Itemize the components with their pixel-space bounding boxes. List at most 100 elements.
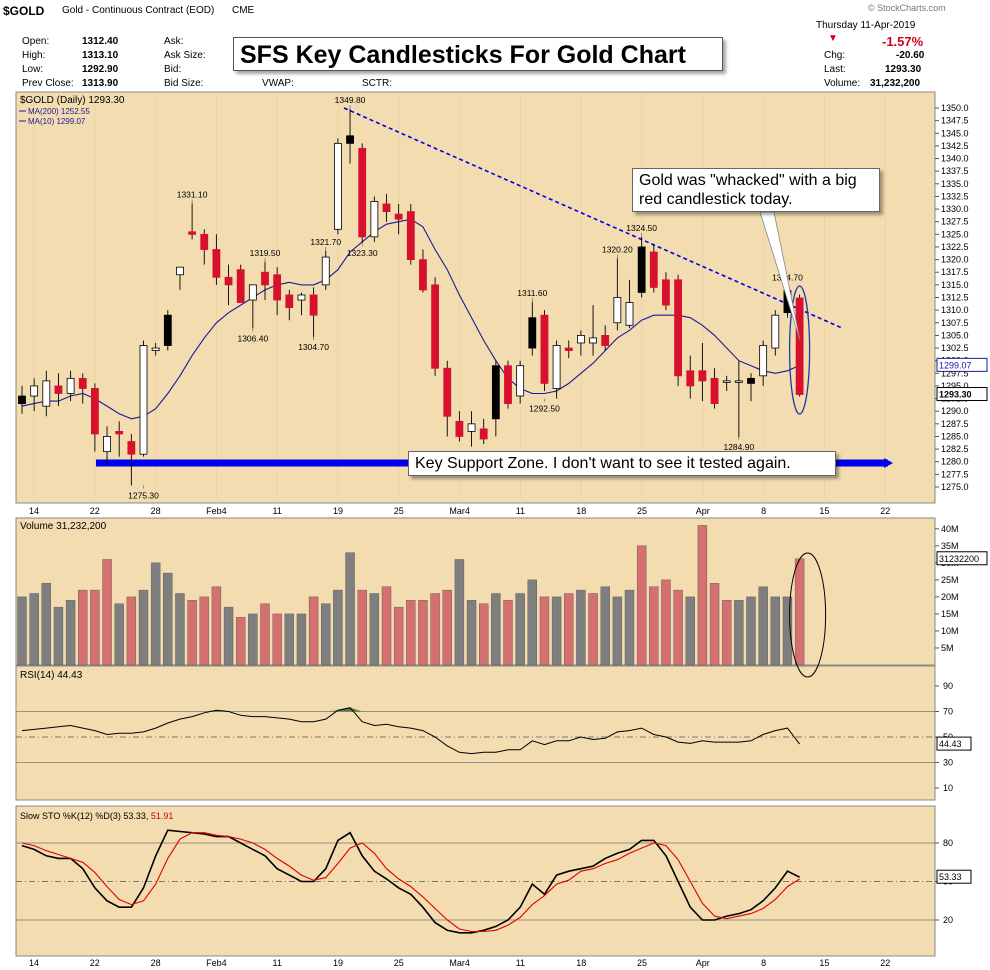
volume-bar	[442, 589, 452, 666]
candle-body	[443, 367, 452, 417]
price-tick-label: 1290.0	[941, 406, 969, 416]
x-tick-label: 14	[29, 506, 39, 516]
volume-bar	[187, 600, 197, 666]
volume-bar	[673, 589, 683, 666]
volume-bar	[114, 603, 124, 666]
price-tick-label: 1350.0	[941, 103, 969, 113]
candle-body	[212, 249, 221, 278]
volume-bar	[272, 613, 282, 666]
candle-body	[91, 388, 99, 435]
ask-size-label: Ask Size:	[164, 50, 206, 61]
chg-label: Chg:	[824, 50, 846, 61]
volume-bar	[150, 562, 161, 666]
candle-body	[358, 148, 367, 238]
candle-body	[674, 279, 682, 377]
volume-bar	[503, 600, 513, 666]
volume-bar	[551, 596, 562, 666]
sto-tick-label: 80	[943, 838, 953, 848]
volume-bar	[636, 545, 647, 666]
volume-bar	[90, 589, 100, 666]
rsi-legend: RSI(14) 44.43	[20, 670, 83, 681]
prev-close-value: 1313.90	[82, 78, 119, 89]
ma10-value-tag-text: 1299.07	[939, 360, 972, 370]
rsi-tick-label: 70	[943, 707, 953, 717]
volume-bar	[102, 559, 112, 666]
sto-last-tag	[936, 869, 972, 884]
volume-bar	[709, 583, 720, 666]
candle-body	[188, 231, 197, 235]
candle-price-label: 1284.90	[723, 442, 754, 452]
volume-bar	[491, 593, 501, 666]
x-tick-label: Apr	[696, 506, 710, 516]
volume-bar	[612, 596, 623, 666]
volume-tick-label: 5M	[941, 643, 954, 653]
candle-body	[176, 266, 184, 276]
candle-body	[649, 251, 658, 288]
volume-bar	[65, 600, 76, 666]
candle-body	[285, 294, 294, 309]
x-tick-label: 22	[880, 506, 890, 516]
ask-label: Ask:	[164, 36, 184, 47]
candle-body	[261, 271, 269, 286]
candle-body	[163, 314, 172, 346]
volume-bar	[235, 617, 246, 666]
volume-bar	[539, 596, 550, 666]
last-price-tag-text: 1293.30	[939, 390, 972, 400]
sto-d-legend: 51.91	[151, 811, 174, 821]
candle-price-label: 1320.20	[602, 245, 633, 255]
x-tick-label: 8	[761, 506, 766, 516]
candle-body	[139, 345, 148, 455]
open-label: Open:	[22, 36, 50, 47]
volume-bar	[782, 596, 793, 666]
volume-bar	[29, 593, 39, 666]
date: Thursday 11-Apr-2019	[816, 20, 916, 31]
x-tick-label-bottom: 14	[29, 958, 39, 968]
volume-tick-label: 20M	[941, 592, 959, 602]
volume-bar	[588, 593, 598, 666]
ma10-legend: MA(10) 1299.07	[28, 117, 86, 126]
candle-body	[297, 294, 306, 301]
candle-body	[686, 370, 695, 387]
volume-bar	[770, 596, 780, 666]
volume-bar	[199, 596, 209, 666]
candle-body	[698, 370, 707, 382]
watermark: © StockCharts.com	[868, 3, 946, 13]
ma200-legend: MA(200) 1252.55	[28, 107, 90, 116]
volume-bar	[393, 606, 404, 666]
candle-price-label: 1275.30	[128, 490, 159, 500]
down-arrow-icon: ▼	[828, 33, 838, 44]
bid-size-label: Bid Size:	[164, 78, 204, 89]
candle-body	[151, 347, 160, 351]
volume-bar	[260, 603, 270, 666]
candle-body	[710, 377, 719, 405]
x-tick-label: 22	[90, 506, 100, 516]
candle-body	[382, 203, 391, 212]
candle-body	[540, 314, 549, 384]
volume-bar	[163, 572, 173, 666]
candle-body	[759, 345, 768, 377]
candle-price-label: 1319.50	[250, 248, 281, 258]
volume-bar	[126, 596, 137, 666]
x-tick-label-bottom: 25	[637, 958, 647, 968]
x-tick-label-bottom: Apr	[696, 958, 710, 968]
rsi-last-tag-text: 44.43	[939, 739, 962, 749]
volume-bar	[600, 586, 610, 666]
candle-body	[406, 211, 415, 261]
volume-bar	[697, 525, 708, 666]
volume-legend: Volume 31,232,200	[20, 521, 107, 532]
candle-body	[577, 334, 585, 344]
candle-price-label: 1292.50	[529, 404, 560, 414]
low-label: Low:	[22, 64, 44, 75]
volume-bar	[17, 596, 27, 666]
rsi-tick-label: 30	[943, 758, 953, 768]
x-tick-label-bottom: 22	[90, 958, 100, 968]
volume-bar	[564, 593, 574, 666]
candle-body	[491, 365, 500, 420]
x-tick-label: 11	[273, 506, 282, 516]
symbol: $GOLD	[3, 4, 45, 18]
price-tick-label: 1345.0	[941, 128, 969, 138]
exchange: CME	[232, 5, 255, 16]
volume-bar	[649, 586, 659, 666]
rsi-tick-label: 90	[943, 681, 953, 691]
chart-title-callout: SFS Key Candlesticks For Gold Chart	[233, 37, 723, 71]
